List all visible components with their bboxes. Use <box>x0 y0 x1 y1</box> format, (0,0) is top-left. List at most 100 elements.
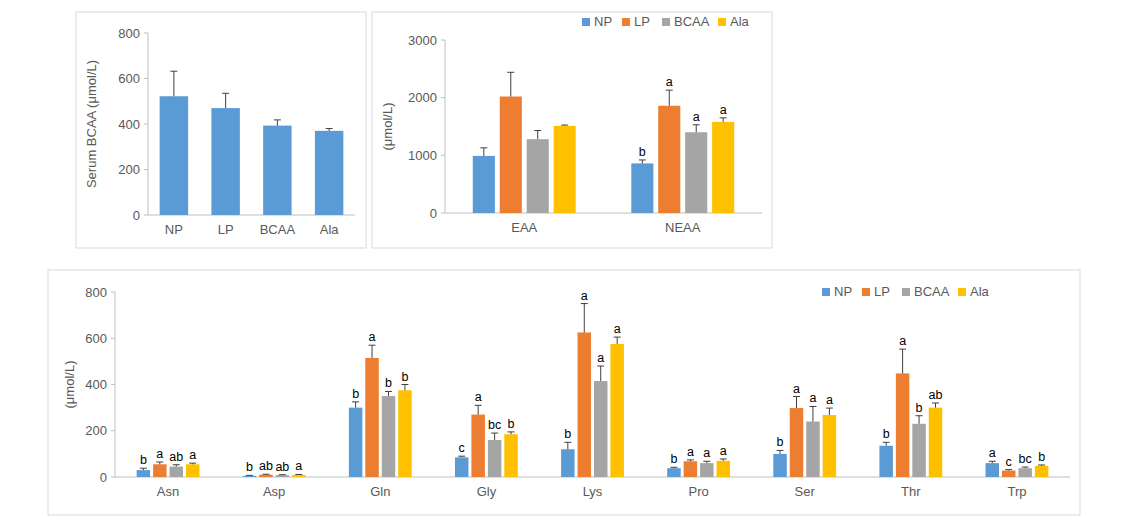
significance-letter: a <box>693 110 700 124</box>
error-cap <box>1005 469 1012 470</box>
significance-letter: a <box>687 445 694 459</box>
x-tick-label: NP <box>165 222 183 237</box>
error-cap <box>140 468 147 469</box>
legend-label: NP <box>834 284 852 299</box>
error-stem <box>617 337 618 344</box>
bar <box>667 468 680 477</box>
tick-mark <box>111 292 115 293</box>
error-bar <box>899 349 906 373</box>
error-cap <box>507 72 514 73</box>
error-cap <box>581 303 588 304</box>
x-tick-label: Thr <box>901 484 921 499</box>
x-tick-label: Asn <box>157 484 179 499</box>
error-cap <box>693 124 700 125</box>
legend-swatch <box>958 288 966 296</box>
significance-letter: a <box>826 393 833 407</box>
error-stem <box>886 442 887 445</box>
significance-letter: a <box>189 448 196 462</box>
tick-mark <box>144 169 148 170</box>
error-bar <box>480 148 487 156</box>
bar <box>398 390 411 477</box>
error-bar <box>246 475 253 476</box>
legend-swatch <box>582 18 590 26</box>
legend-label: BCAA <box>914 284 950 299</box>
bar <box>929 408 942 477</box>
significance-letter: b <box>246 460 253 474</box>
error-bar <box>369 345 376 358</box>
error-stem <box>567 442 568 449</box>
error-bar <box>508 432 515 434</box>
bar <box>455 457 468 477</box>
legend-label: NP <box>594 14 612 29</box>
bar <box>986 463 999 477</box>
error-bar <box>140 468 147 470</box>
tick-mark <box>111 430 115 431</box>
error-stem <box>812 406 813 421</box>
y-tick-label: 800 <box>118 26 140 41</box>
error-cap <box>826 408 833 409</box>
significance-letter: c <box>459 441 465 455</box>
y-tick-label: 600 <box>118 71 140 86</box>
error-cap <box>508 431 515 432</box>
error-bar <box>507 72 514 96</box>
bar <box>473 156 495 213</box>
error-cap <box>687 459 694 460</box>
error-cap <box>777 450 784 451</box>
bar <box>365 358 378 477</box>
error-cap <box>703 461 710 462</box>
error-stem <box>796 397 797 409</box>
significance-letter: b <box>140 453 147 467</box>
error-stem <box>404 385 405 391</box>
error-bar <box>581 304 588 333</box>
bar <box>823 415 836 477</box>
significance-letter: a <box>720 444 727 458</box>
significance-letter: c <box>1006 455 1012 469</box>
bar <box>170 467 183 477</box>
bar <box>879 446 892 477</box>
significance-letter: a <box>666 75 673 89</box>
error-bar <box>274 120 281 126</box>
error-bar <box>639 160 646 163</box>
error-cap <box>793 396 800 397</box>
bar <box>685 132 707 213</box>
error-bar <box>693 125 700 132</box>
x-tick-label: LP <box>218 222 234 237</box>
error-stem <box>478 405 479 414</box>
chart-2: 0200400600800(μmol/L)AsnbaabaAspbababaGl… <box>48 270 1080 515</box>
significance-letter: a <box>614 322 621 336</box>
bar <box>137 470 150 477</box>
error-cap <box>534 130 541 131</box>
error-bar <box>279 474 286 475</box>
significance-letter: ab <box>259 459 273 473</box>
error-bar <box>809 406 816 421</box>
tick-mark <box>144 124 148 125</box>
error-cap <box>597 366 604 367</box>
x-tick-label: Ser <box>795 484 816 499</box>
error-stem <box>642 160 643 163</box>
bar <box>806 422 819 478</box>
x-tick-label: Lys <box>583 484 603 499</box>
bar <box>153 464 166 477</box>
error-cap <box>720 117 727 118</box>
error-cap <box>170 71 177 72</box>
legend-label: LP <box>874 284 890 299</box>
bar <box>712 122 734 213</box>
bar <box>504 434 517 477</box>
error-cap <box>369 345 376 346</box>
significance-letter: b <box>777 435 784 449</box>
legend-label: Ala <box>970 284 990 299</box>
error-stem <box>696 125 697 132</box>
error-stem <box>537 131 538 140</box>
x-tick-label: BCAA <box>260 222 296 237</box>
error-cap <box>809 406 816 407</box>
significance-letter: a <box>809 391 816 405</box>
significance-letter: a <box>475 390 482 404</box>
error-cap <box>173 464 180 465</box>
error-cap <box>720 458 727 459</box>
y-tick-label: 200 <box>85 423 107 438</box>
error-bar <box>222 93 229 108</box>
bar <box>259 475 272 477</box>
significance-letter: a <box>793 382 800 396</box>
error-cap <box>932 403 939 404</box>
significance-letter: b <box>639 145 646 159</box>
